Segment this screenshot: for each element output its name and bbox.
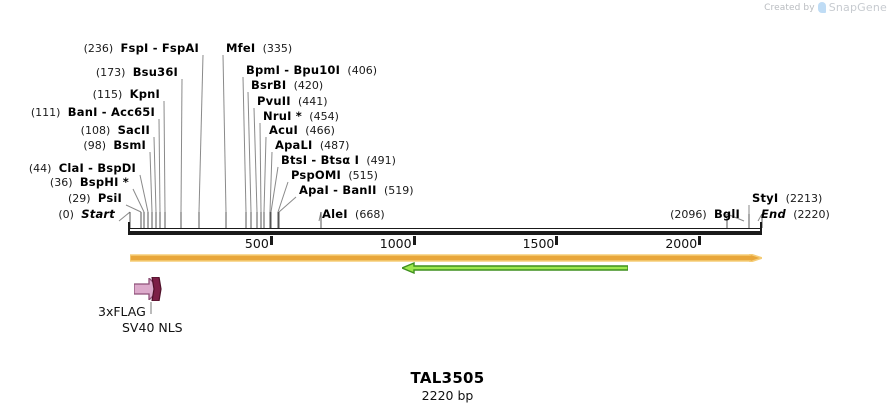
restriction-site-label[interactable]: NruI * (454) [263,109,339,124]
site-position-label: (111) [30,106,61,119]
restriction-site-label[interactable]: (2096) BglI [0,207,740,222]
restriction-site-label[interactable]: (29) PsiI [0,191,122,206]
site-position-label: (44) [28,162,52,175]
site-enzyme-label: BsrBI [251,78,287,92]
site-position-label: (29) [68,192,91,205]
restriction-site-label[interactable]: (0) Start [0,207,115,222]
ruler-tick-label: 1500 [522,236,555,251]
restriction-site-label[interactable]: PspOMI (515) [291,168,378,183]
site-enzyme-label: BspHI * [79,175,129,189]
feature-label-3xflag: 3xFLAG [98,304,146,319]
site-enzyme-label: BsmI [113,138,146,152]
feature-label-sv40-nls: SV40 NLS [122,320,183,335]
site-position-label: (668) [355,208,385,221]
site-enzyme-label: PsiI [97,191,122,205]
site-enzyme-label: ClaI - BspDI [58,161,136,175]
restriction-site-label[interactable]: End (2220) [761,207,830,222]
restriction-site-label[interactable]: (108) SacII [0,123,150,138]
site-position-label: (491) [366,154,396,167]
restriction-site-label[interactable]: (236) FspI - FspAI [0,41,199,56]
sequence-backbone [128,231,762,235]
site-position-label: (173) [95,66,126,79]
orf-backbone-arrow[interactable] [130,254,762,262]
ruler-tick [555,236,559,245]
site-position-label: (115) [92,88,123,101]
site-enzyme-label: AleI [322,207,348,221]
restriction-site-label[interactable]: ApaLI (487) [275,138,350,153]
site-position-label: (36) [49,176,73,189]
plasmid-length-label: 2220 bp [421,388,474,403]
site-position-label: (2220) [793,208,830,221]
restriction-site-label[interactable]: (36) BspHI * [0,175,129,190]
site-position-label: (406) [347,64,378,77]
site-position-label: (420) [293,79,324,92]
restriction-site-label[interactable]: BtsI - Btsα I (491) [281,153,396,168]
site-position-label: (519) [383,184,414,197]
site-enzyme-label: AcuI [269,123,298,137]
site-enzyme-label: BpmI - Bpu10I [246,63,341,77]
site-position-label: (466) [305,124,335,137]
site-position-label: (515) [348,169,378,182]
feature-sv40-nls-arrow[interactable] [150,277,162,301]
ruler-tick [269,236,273,245]
site-enzyme-label: ApaI - BanII [299,183,377,197]
restriction-site-label[interactable]: ApaI - BanII (519) [299,183,414,198]
snapgene-credit: Created by SnapGene [764,1,887,14]
site-position-label: (0) [58,208,74,221]
site-position-label: (2213) [785,192,823,205]
page-title: TAL3505 [410,369,485,387]
site-enzyme-label: BtsI - Btsα I [281,153,360,167]
restriction-site-label[interactable]: (111) BanI - Acc65I [0,105,155,120]
site-position-label: (108) [80,124,111,137]
site-enzyme-label: Start [81,207,115,221]
snapgene-logo-icon [817,2,826,13]
site-enzyme-label: PspOMI [291,168,342,182]
snapgene-brand-label: SnapGene [828,1,887,14]
restriction-site-label[interactable]: PvuII (441) [257,94,328,109]
restriction-site-label[interactable]: BpmI - Bpu10I (406) [246,63,378,78]
sequence-start-cap [128,222,130,235]
site-position-label: (335) [262,42,293,55]
restriction-site-label[interactable]: MfeI (335) [226,41,293,56]
site-position-label: (487) [319,139,350,152]
site-enzyme-label: KpnI [129,87,160,101]
ruler-tick [698,236,702,245]
restriction-site-label[interactable]: StyI (2213) [752,191,823,206]
site-enzyme-label: PvuII [257,94,291,108]
restriction-site-label[interactable]: (115) KpnI [0,87,160,102]
site-enzyme-label: NruI * [263,109,302,123]
restriction-site-label[interactable]: AleI (668) [322,207,385,222]
ruler-tick [412,236,416,245]
restriction-site-label[interactable]: (98) BsmI [0,138,146,153]
site-position-label: (441) [297,95,328,108]
restriction-site-label[interactable]: BsrBI (420) [251,78,324,93]
site-enzyme-label: FspI - FspAI [120,41,199,55]
restriction-site-label[interactable]: (44) ClaI - BspDI [0,161,136,176]
site-position-label: (98) [83,139,106,152]
site-position-label: (236) [83,42,114,55]
green-cds-arrow[interactable] [402,262,628,274]
site-enzyme-label: End [761,207,786,221]
site-enzyme-label: BanI - Acc65I [67,105,155,119]
sequence-end-cap [760,222,762,235]
site-enzyme-label: SacII [117,123,150,137]
restriction-site-label[interactable]: (173) Bsu36I [0,65,178,80]
site-enzyme-label: MfeI [226,41,256,55]
credit-prefix-label: Created by [764,2,815,13]
site-enzyme-label: StyI [752,191,779,205]
site-position-label: (2096) [670,208,707,221]
ruler-tick-label: 1000 [379,236,412,251]
ruler-tick-label: 500 [244,236,269,251]
site-enzyme-label: Bsu36I [132,65,178,79]
sequence-line-top [128,228,762,229]
site-enzyme-label: ApaLI [275,138,313,152]
restriction-site-label[interactable]: AcuI (466) [269,123,335,138]
site-enzyme-label: BglI [713,207,740,221]
site-position-label: (454) [309,110,339,123]
ruler-tick-label: 2000 [665,236,698,251]
